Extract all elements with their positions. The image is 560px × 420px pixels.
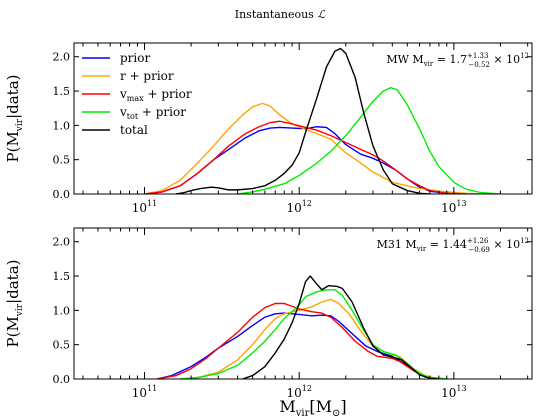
y-tick-label: 2.0 bbox=[53, 51, 71, 64]
mass-annotation: MW Mvir = 1.7+1.33 −0.52 × 1012 bbox=[386, 52, 529, 69]
y-tick-label: 1.5 bbox=[53, 270, 71, 283]
y-tick-label: 0.0 bbox=[53, 373, 71, 386]
figure-title: Instantaneous ℒ bbox=[235, 8, 327, 21]
x-tick-label: 1012 bbox=[286, 199, 311, 215]
legend-label: prior bbox=[120, 51, 150, 65]
x-tick-label: 1012 bbox=[286, 384, 311, 400]
x-axis-label: Mvir[M⊙] bbox=[279, 397, 346, 419]
top-panel: 0.0 0.5 1.0 1.5 2.0 1011 1012 1013 P(Mvir|data) M… bbox=[4, 42, 533, 215]
legend: prior r + prior vmax + prior vtot + prior to… bbox=[82, 51, 192, 137]
x-tick-label: 1013 bbox=[441, 384, 466, 400]
y-axis-label: P(Mvir|data) bbox=[4, 260, 25, 348]
y-tick-label: 1.0 bbox=[53, 119, 71, 132]
legend-label: total bbox=[120, 123, 148, 137]
series-line-3 bbox=[237, 86, 501, 194]
series-group bbox=[156, 275, 447, 379]
series-line-2 bbox=[144, 120, 467, 194]
series-line-4 bbox=[175, 47, 430, 194]
legend-label: r + prior bbox=[120, 69, 174, 83]
x-tick-label: 1013 bbox=[441, 199, 466, 215]
y-tick-label: 1.5 bbox=[53, 85, 71, 98]
plot-frame bbox=[73, 42, 533, 195]
y-tick-label: 2.0 bbox=[53, 236, 71, 249]
series-line-1 bbox=[144, 102, 486, 194]
series-line-3 bbox=[180, 289, 447, 379]
y-tick-label: 0.0 bbox=[53, 188, 71, 201]
series-line-2 bbox=[156, 302, 439, 379]
mass-annotation: M31 Mvir = 1.44+1.26 −0.69 × 1012 bbox=[377, 237, 529, 254]
legend-label: vmax + prior bbox=[119, 87, 192, 103]
legend-label: vtot + prior bbox=[119, 105, 186, 121]
y-axis-label: P(Mvir|data) bbox=[4, 75, 25, 163]
series-line-4 bbox=[242, 275, 439, 379]
y-tick-label: 0.5 bbox=[53, 154, 71, 167]
series-group bbox=[144, 47, 501, 194]
x-tick-label: 1011 bbox=[132, 199, 157, 215]
y-tick-label: 1.0 bbox=[53, 304, 71, 317]
x-tick-label: 1011 bbox=[132, 384, 157, 400]
y-tick-label: 0.5 bbox=[53, 339, 71, 352]
bottom-panel: 0.0 0.5 1.0 1.5 2.0 1011 1012 1013 P(Mvir|data) M… bbox=[4, 227, 533, 400]
plot-frame bbox=[73, 227, 533, 380]
